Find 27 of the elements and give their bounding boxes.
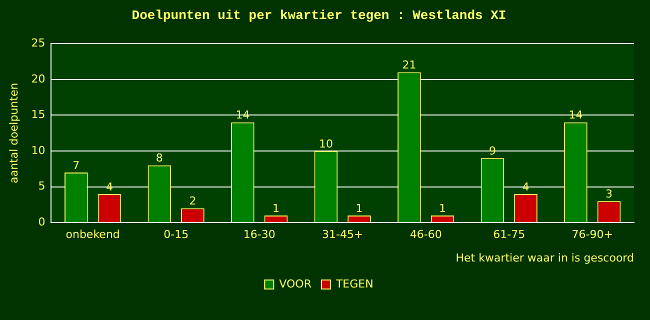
data-label: 1 (439, 202, 446, 215)
y-tick-label: 20 (31, 72, 46, 86)
x-tick-label: onbekend (66, 228, 120, 242)
data-label: 2 (189, 194, 196, 208)
x-axis-title: Het kwartier waar in is gescoord (456, 251, 634, 264)
data-label: 10 (318, 137, 333, 150)
chart-title: Doelpunten uit per kwartier tegen : Westlands XI (132, 8, 506, 24)
data-label: 21 (402, 58, 416, 72)
y-tick-label: 25 (31, 36, 46, 50)
data-label: 1 (272, 202, 280, 215)
y-tick-label: 5 (38, 180, 46, 193)
x-tick-label: 31-45+ (322, 228, 364, 242)
data-label: 3 (606, 187, 613, 200)
y-tick-label: 10 (31, 144, 46, 157)
y-tick-label: 15 (31, 108, 46, 122)
y-tick-label: 0 (38, 215, 46, 228)
x-tick-label: 76-90+ (572, 228, 613, 242)
y-axis-title: aantal doelpunten (7, 82, 20, 184)
data-label: 7 (72, 158, 80, 172)
legend-label: TEGEN (334, 277, 374, 290)
data-label: 8 (156, 152, 163, 165)
x-tick-label: 0-15 (164, 228, 189, 242)
x-tick-label: 61-75 (493, 228, 526, 242)
data-label: 1 (356, 202, 363, 215)
x-tick-label: 16-30 (243, 228, 276, 242)
legend-label: VOOR (279, 277, 312, 290)
x-tick-label: 46-60 (410, 228, 442, 242)
